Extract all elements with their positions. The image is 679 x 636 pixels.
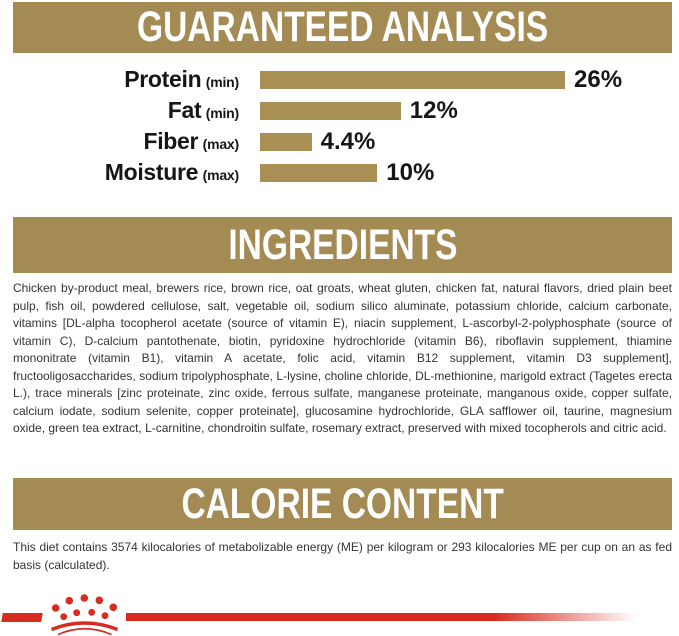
ingredients-text: Chicken by-product meal, brewers rice, b…: [13, 281, 672, 435]
bar-value-label: 4.4%: [320, 127, 376, 155]
nutrient-bar-row: Fiber (max) 4.4%: [13, 126, 672, 157]
nutrient-label: Moisture: [104, 159, 199, 185]
nutrient-qualifier: (min): [205, 105, 239, 121]
ingredients-header: INGREDIENTS: [13, 217, 672, 273]
guaranteed-analysis-title: GUARANTEED ANALYSIS: [136, 3, 549, 51]
nutrient-label: Protein: [124, 66, 202, 92]
bar-zone: 26%: [260, 66, 651, 94]
red-stripe-right: [126, 613, 637, 621]
bar-value-label: 10%: [386, 158, 435, 186]
nutrient-qualifier: (max): [202, 136, 240, 152]
nutrient-label-group: Protein (min): [13, 66, 239, 93]
nutrient-qualifier: (min): [205, 74, 239, 90]
nutrient-qualifier: (max): [202, 167, 240, 183]
bar-zone: 10%: [260, 159, 651, 187]
bar-value-label: 12%: [409, 96, 458, 124]
bar-zone: 12%: [260, 97, 651, 125]
bar-fill: [260, 101, 401, 120]
nutrient-label-group: Fat (min): [13, 97, 239, 124]
ingredients-title: INGREDIENTS: [227, 220, 458, 269]
brand-footer: [0, 588, 679, 636]
calorie-content-title: CALORIE CONTENT: [181, 479, 504, 528]
nutrient-label-group: Fiber (max): [13, 128, 239, 155]
royal-canin-crown-icon: [50, 594, 119, 636]
bar-fill: [260, 132, 312, 151]
calorie-content-header: CALORIE CONTENT: [13, 478, 672, 530]
nutrient-label-group: Moisture (max): [13, 159, 239, 186]
bar-value-label: 26%: [574, 65, 623, 93]
nutrient-label: Fat: [167, 97, 202, 123]
bar-zone: 4.4%: [260, 128, 651, 156]
guaranteed-analysis-header: GUARANTEED ANALYSIS: [13, 2, 672, 53]
bar-fill: [260, 70, 565, 89]
red-stripe-left: [1, 613, 43, 622]
bar-fill: [260, 163, 378, 182]
nutrient-bar-row: Fat (min) 12%: [13, 95, 672, 126]
nutrient-label: Fiber: [143, 128, 199, 154]
nutrient-bar-row: Protein (min) 26%: [13, 64, 672, 95]
nutrient-bar-row: Moisture (max) 10%: [13, 157, 672, 188]
guaranteed-analysis-chart: Protein (min) 26% Fat (min) 12% Fiber (m…: [13, 64, 672, 188]
calorie-content-text: This diet contains 3574 kilocalories of …: [13, 540, 672, 572]
